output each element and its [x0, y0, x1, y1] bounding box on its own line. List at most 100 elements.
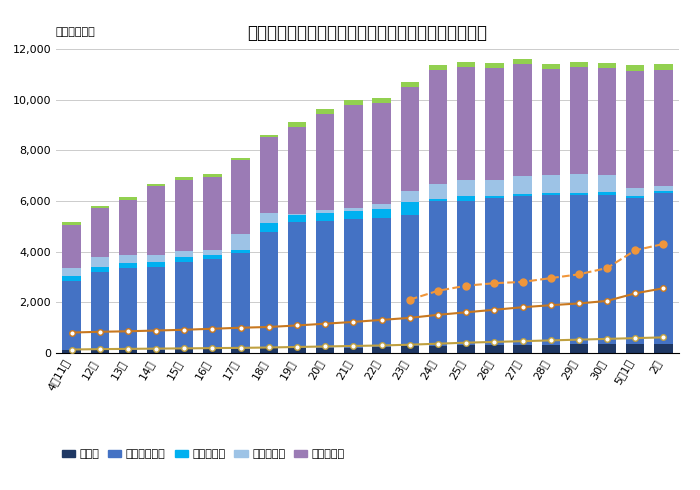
Bar	[260, 137, 278, 213]
Bar	[90, 209, 109, 257]
Bar	[203, 250, 222, 255]
Bar	[62, 222, 80, 225]
Bar	[485, 180, 503, 196]
Bar	[485, 345, 503, 353]
Bar	[288, 221, 306, 348]
Bar	[147, 186, 165, 255]
Bar	[62, 350, 80, 353]
Bar	[316, 210, 335, 213]
Bar	[90, 350, 109, 353]
Bar	[90, 206, 109, 209]
Bar	[570, 67, 588, 173]
Bar	[400, 215, 419, 346]
Bar	[542, 69, 560, 175]
Bar	[626, 188, 645, 196]
Bar	[147, 262, 165, 267]
Bar	[203, 259, 222, 349]
Bar	[429, 346, 447, 353]
Bar	[513, 345, 532, 353]
Bar	[570, 62, 588, 67]
Bar	[62, 275, 80, 281]
Bar	[260, 223, 278, 232]
Bar	[372, 204, 391, 209]
Bar	[175, 262, 193, 349]
Bar	[260, 213, 278, 223]
Bar	[429, 184, 447, 199]
Bar	[598, 195, 616, 344]
Bar	[598, 63, 616, 68]
Bar	[570, 193, 588, 195]
Bar	[429, 70, 447, 184]
Bar	[288, 215, 306, 221]
Bar	[90, 272, 109, 350]
Bar	[598, 192, 616, 195]
Bar	[654, 65, 673, 70]
Bar	[626, 71, 645, 188]
Bar	[316, 348, 335, 353]
Bar	[175, 349, 193, 353]
Bar	[542, 193, 560, 196]
Bar	[513, 194, 532, 196]
Bar	[570, 344, 588, 353]
Bar	[598, 344, 616, 353]
Bar	[232, 234, 250, 250]
Bar	[513, 196, 532, 345]
Bar	[288, 348, 306, 353]
Bar	[626, 198, 645, 344]
Bar	[288, 127, 306, 214]
Bar	[344, 99, 363, 105]
Bar	[288, 122, 306, 127]
Bar	[654, 186, 673, 191]
Bar	[457, 62, 475, 67]
Bar	[542, 175, 560, 193]
Bar	[316, 109, 335, 114]
Bar	[175, 250, 193, 257]
Bar	[344, 348, 363, 353]
Bar	[90, 257, 109, 267]
Bar	[570, 195, 588, 344]
Bar	[372, 209, 391, 218]
Bar	[626, 196, 645, 198]
Bar	[147, 184, 165, 186]
Bar	[288, 214, 306, 215]
Bar	[485, 198, 503, 345]
Bar	[175, 180, 193, 250]
Bar	[62, 268, 80, 275]
Bar	[429, 65, 447, 70]
Bar	[203, 177, 222, 250]
Bar	[429, 201, 447, 346]
Bar	[147, 255, 165, 262]
Bar	[457, 201, 475, 345]
Bar	[372, 98, 391, 103]
Bar	[513, 65, 532, 176]
Bar	[62, 281, 80, 350]
Bar	[485, 69, 503, 180]
Bar	[62, 225, 80, 268]
Bar	[598, 174, 616, 192]
Bar	[400, 87, 419, 191]
Bar	[542, 344, 560, 353]
Bar	[119, 199, 137, 255]
Bar	[147, 349, 165, 353]
Bar	[260, 232, 278, 348]
Bar	[654, 343, 673, 353]
Bar	[119, 263, 137, 268]
Bar	[203, 255, 222, 259]
Bar	[542, 64, 560, 69]
Text: （単位：人）: （単位：人）	[56, 27, 96, 37]
Bar	[344, 211, 363, 219]
Bar	[232, 158, 250, 160]
Bar	[175, 177, 193, 180]
Bar	[457, 345, 475, 353]
Bar	[372, 347, 391, 353]
Bar	[344, 209, 363, 211]
Title: 【日本国内における新型コロナウイルスの感染者数】: 【日本国内における新型コロナウイルスの感染者数】	[248, 24, 487, 42]
Bar	[232, 349, 250, 353]
Bar	[598, 68, 616, 174]
Bar	[232, 252, 250, 349]
Bar	[203, 174, 222, 177]
Bar	[513, 176, 532, 194]
Bar	[654, 191, 673, 193]
Bar	[372, 103, 391, 204]
Bar	[457, 196, 475, 201]
